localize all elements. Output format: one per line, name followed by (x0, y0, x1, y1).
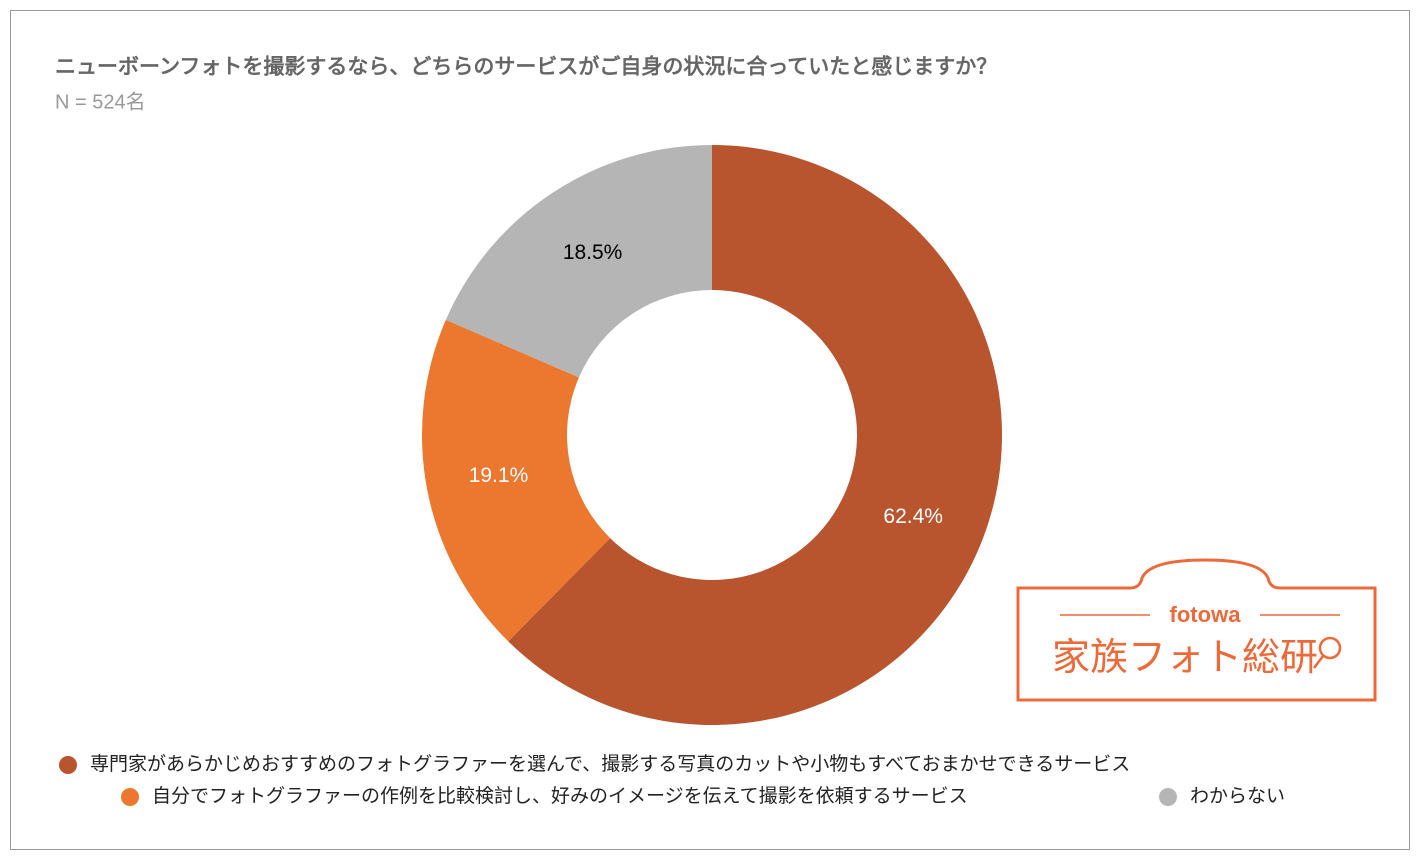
legend-marker (59, 756, 77, 774)
chart-title: ニューボーンフォトを撮影するなら、どちらのサービスがご自身の状況に合っていたと感… (55, 55, 997, 79)
pie-slice (445, 145, 712, 378)
logo-name: 家族フォト総研 (1052, 637, 1318, 679)
logo-icon (1318, 636, 1342, 660)
legend-label: わからない (1190, 786, 1285, 807)
pie-slice (508, 145, 1003, 725)
data-label: 62.4% (883, 505, 943, 528)
data-label: 18.5% (563, 241, 623, 264)
logo-brand: fotowa (1170, 602, 1242, 627)
logo: fotowa 家族フォト総研 (1016, 558, 1377, 702)
legend-marker (1159, 788, 1177, 806)
legend-label: 専門家があらかじめおすすめのフォトグラファーを選んで、撮影する写真のカットや小物… (90, 753, 1130, 775)
chart-subtitle: N = 524名 (55, 90, 146, 113)
legend-marker (121, 788, 139, 806)
legend-label: 自分でフォトグラファーの作例を比較検討し、好みのイメージを伝えて撮影を依頼するサ… (152, 785, 968, 807)
pie-slice (422, 319, 611, 642)
logo-icon (1313, 655, 1324, 669)
logo-frame (1016, 558, 1377, 702)
data-label: 19.1% (469, 464, 529, 487)
